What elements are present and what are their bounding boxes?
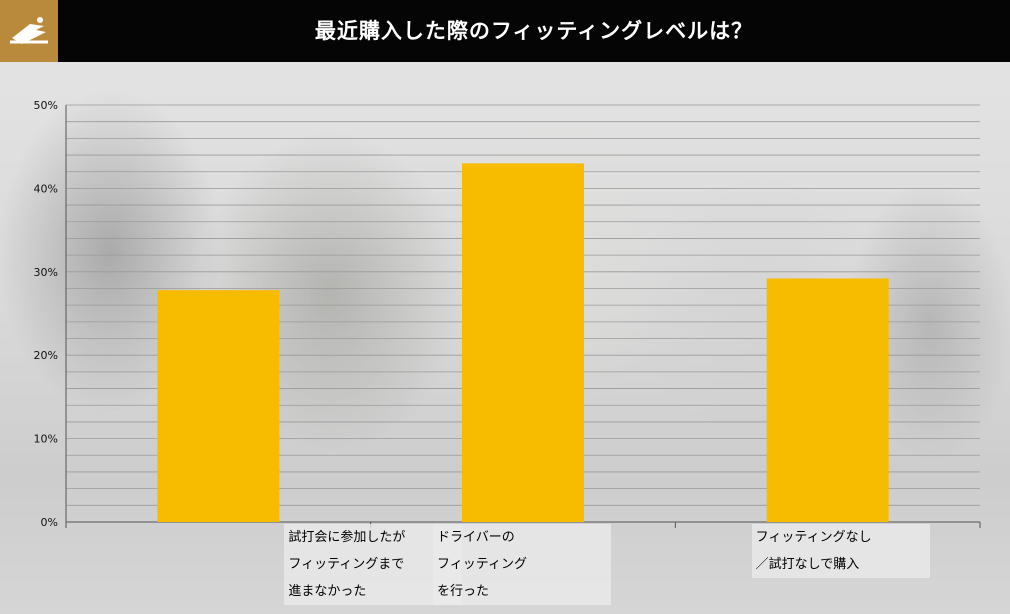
logo xyxy=(0,0,58,62)
bar xyxy=(157,290,280,522)
bar xyxy=(462,163,584,522)
bar xyxy=(766,278,889,522)
bars xyxy=(157,163,889,522)
category-label: ドライバーの フィッティング を行った xyxy=(433,524,611,605)
category-label: フィッティングなし ／試打なしで購入 xyxy=(751,524,930,578)
y-tick-labels: 0% 10% 20% 30% 40% 50% xyxy=(34,99,58,529)
chart-title: 最近購入した際のフィッティングレベルは？ xyxy=(314,19,754,43)
y-tick-label: 20% xyxy=(34,349,58,362)
chart-header: 最近購入した際のフィッティングレベルは？ xyxy=(0,0,1010,62)
category-label: 試打会に参加したが フィッティングまで 進まなかった xyxy=(284,524,463,605)
y-tick-label: 50% xyxy=(34,99,58,112)
y-tick-label: 10% xyxy=(34,433,58,446)
y-tick-label: 0% xyxy=(41,516,58,529)
golf-swing-logo-icon xyxy=(10,17,48,44)
y-tick-label: 40% xyxy=(34,182,58,195)
y-tick-label: 30% xyxy=(34,266,58,279)
